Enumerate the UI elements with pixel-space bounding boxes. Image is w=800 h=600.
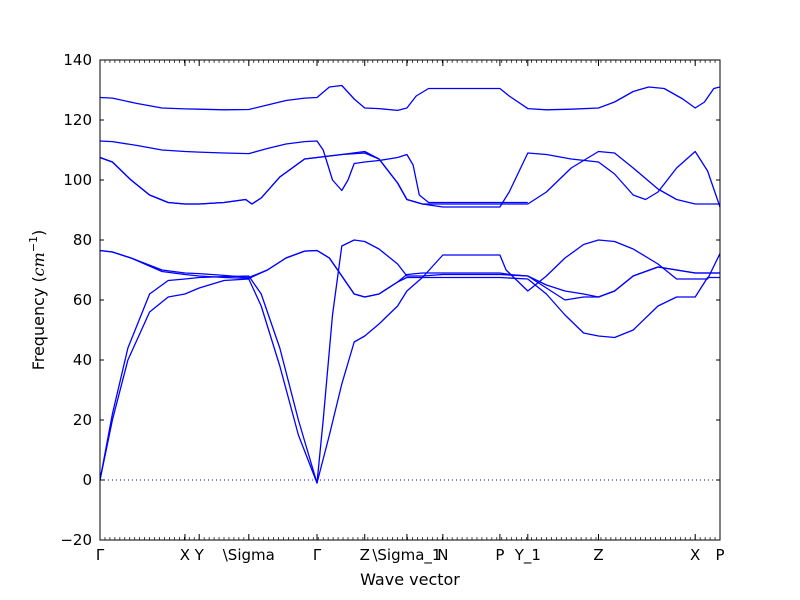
x-tick-label: \Sigma_1 xyxy=(372,546,441,565)
y-tick-label: 120 xyxy=(63,111,92,129)
x-tick-label: Z xyxy=(593,546,603,564)
y-tick-label: 40 xyxy=(73,351,92,369)
y-tick-label: 0 xyxy=(82,471,92,489)
y-tick-label: 20 xyxy=(73,411,92,429)
x-minor-ticks xyxy=(99,60,721,540)
band-line-7 xyxy=(100,140,528,204)
x-tick-label: Z xyxy=(360,546,370,564)
band-line-1 xyxy=(100,276,720,484)
y-tick-label: −20 xyxy=(60,531,92,549)
band-line-6 xyxy=(100,150,720,208)
x-tick-label: Γ xyxy=(313,546,322,564)
y-axis: −20 0 20 40 60 80 100 120 140 xyxy=(60,51,720,549)
series-layer xyxy=(100,84,720,484)
x-tick-label: Y xyxy=(194,546,205,564)
y-axis-label: Frequency (cm−1) xyxy=(27,230,48,371)
x-tick-label: P xyxy=(715,546,724,564)
y-tick-label: 60 xyxy=(73,291,92,309)
x-tick-label: \Sigma xyxy=(223,546,275,564)
band-line-4 xyxy=(100,239,720,298)
x-tick-label: X xyxy=(690,546,700,564)
y-tick-label: 80 xyxy=(73,231,92,249)
x-tick-label: Y_1 xyxy=(514,546,541,565)
band-line-8 xyxy=(100,84,720,112)
x-axis-label: Wave vector xyxy=(360,570,460,589)
x-tick-label: X xyxy=(180,546,190,564)
y-tick-label: 100 xyxy=(63,171,92,189)
x-axis: Γ X Y \Sigma Γ Z \Sigma_1N P Y_1 Z X P xyxy=(96,60,725,565)
x-tick-label: Γ xyxy=(96,546,105,564)
x-tick-label: P xyxy=(495,546,504,564)
y-tick-label: 140 xyxy=(63,51,92,69)
x-tick-label: N xyxy=(437,546,448,564)
